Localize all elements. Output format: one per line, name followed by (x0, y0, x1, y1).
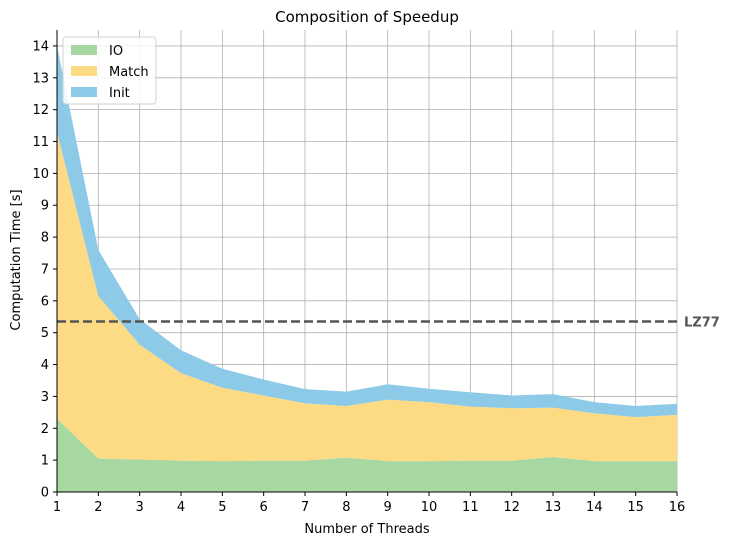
y-tick-label-12: 12 (32, 103, 49, 118)
y-tick-label-5: 5 (41, 326, 49, 341)
y-tick-label-3: 3 (41, 390, 49, 405)
chart-title: Composition of Speedup (275, 8, 459, 26)
legend-swatch-init (71, 87, 97, 97)
x-tick-label-12: 12 (503, 500, 520, 515)
x-tick-label-7: 7 (301, 500, 309, 515)
legend-swatch-match (71, 66, 97, 76)
y-axis-title: Computation Time [s] (9, 189, 24, 330)
y-tick-label-10: 10 (32, 167, 49, 182)
x-tick-label-3: 3 (136, 500, 144, 515)
x-tick-label-6: 6 (260, 500, 268, 515)
axes (56, 30, 677, 493)
y-tick-label-2: 2 (41, 422, 49, 437)
x-tick-label-15: 15 (627, 500, 644, 515)
legend-label-init: Init (109, 86, 130, 101)
area-series-match (57, 131, 677, 462)
y-tick-label-0: 0 (41, 486, 49, 501)
y-tick-label-1: 1 (41, 454, 49, 469)
y-tick-label-6: 6 (41, 294, 49, 309)
y-tick-label-8: 8 (41, 231, 49, 246)
reference-line-group: LZ77 (57, 316, 720, 331)
stacked-areas (57, 45, 677, 492)
y-tick-label-9: 9 (41, 199, 49, 214)
x-axis-title: Number of Threads (304, 522, 429, 537)
x-tick-label-1: 1 (53, 500, 61, 515)
legend-swatch-io (71, 45, 97, 55)
legend: IO Match Init (62, 36, 157, 105)
legend-label-match: Match (109, 65, 149, 80)
x-tick-label-9: 9 (384, 500, 392, 515)
x-tick-label-5: 5 (218, 500, 226, 515)
x-tick-label-14: 14 (586, 500, 603, 515)
y-tick-label-11: 11 (32, 135, 49, 150)
y-tick-label-7: 7 (41, 262, 49, 277)
legend-label-io: IO (109, 44, 123, 59)
x-tick-label-11: 11 (462, 500, 479, 515)
x-tick-label-10: 10 (421, 500, 438, 515)
y-tick-label-4: 4 (41, 358, 49, 373)
y-tick-label-13: 13 (32, 71, 49, 86)
x-tick-label-8: 8 (342, 500, 350, 515)
reference-line-label: LZ77 (684, 316, 720, 331)
x-tick-labels: 1 2 3 4 5 6 7 8 9 10 11 12 13 14 15 16 (53, 492, 685, 515)
x-tick-label-13: 13 (545, 500, 562, 515)
x-tick-label-2: 2 (94, 500, 102, 515)
x-tick-label-4: 4 (177, 500, 185, 515)
y-tick-label-14: 14 (32, 39, 49, 54)
area-series-io (57, 418, 677, 492)
x-tick-label-16: 16 (669, 500, 686, 515)
